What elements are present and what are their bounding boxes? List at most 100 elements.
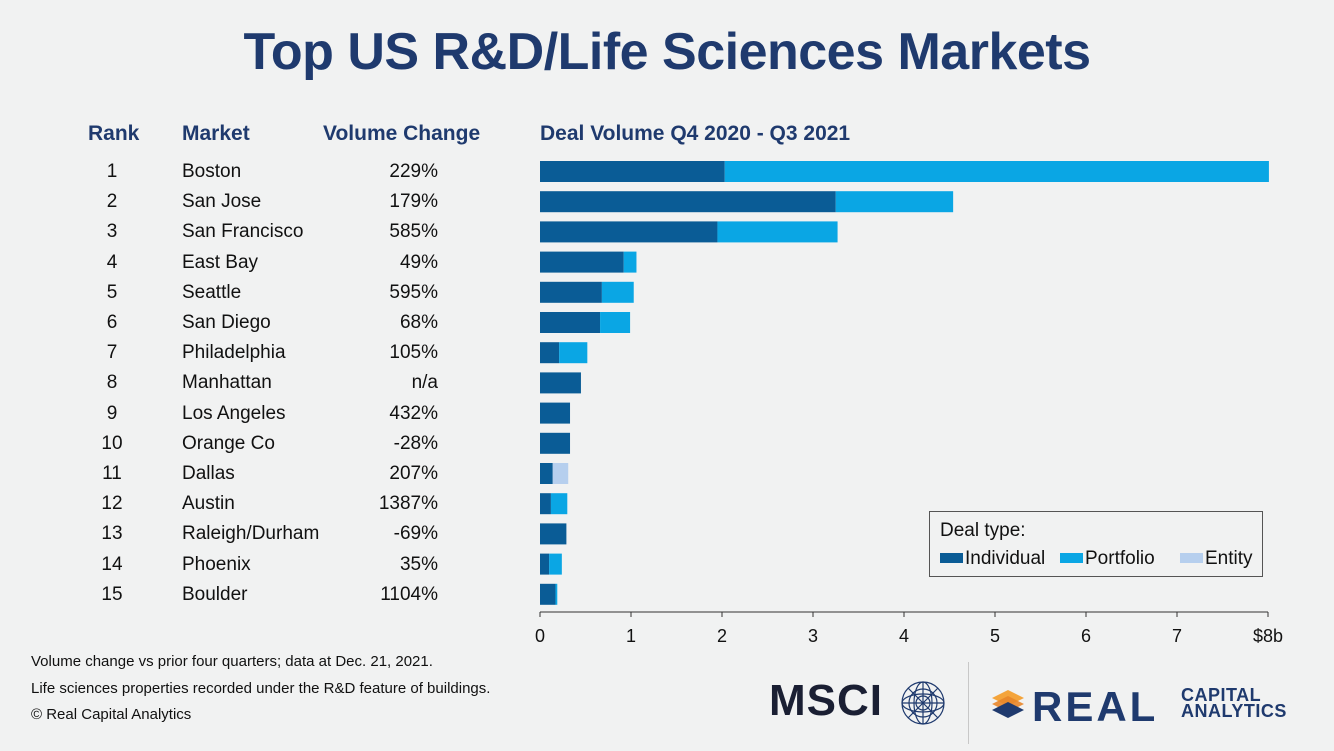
market-header: Market bbox=[182, 122, 250, 145]
bar-individual-san-francisco bbox=[540, 221, 718, 243]
bar-individual-san-jose bbox=[540, 191, 836, 213]
row-market: Dallas bbox=[182, 463, 235, 484]
msci-logo-text: MSCI bbox=[769, 676, 883, 725]
x-tick-label: 1 bbox=[626, 626, 636, 646]
row-rank: 12 bbox=[101, 493, 123, 515]
row-change: -28% bbox=[393, 432, 438, 454]
msci-globe-icon bbox=[901, 681, 945, 725]
row-market: Manhattan bbox=[182, 372, 272, 394]
legend-title: Deal type: bbox=[940, 520, 1026, 541]
x-tick-label: $8b bbox=[1253, 626, 1283, 646]
bar-individual-raleigh-durham bbox=[540, 523, 567, 545]
row-change: 207% bbox=[389, 463, 438, 484]
footnote-1: Volume change vs prior four quarters; da… bbox=[31, 653, 433, 670]
legend-swatch-individual bbox=[940, 552, 963, 563]
row-market: Phoenix bbox=[182, 553, 251, 575]
legend: Deal type: Individual Portfolio Entity bbox=[929, 511, 1263, 577]
legend-item-entity: Entity bbox=[1180, 548, 1253, 570]
row-rank: 1 bbox=[106, 161, 118, 182]
row-market: Boston bbox=[182, 161, 242, 182]
bar-portfolio-boulder bbox=[555, 583, 558, 605]
row-change: 595% bbox=[389, 281, 438, 303]
bar-individual-boston bbox=[540, 161, 725, 182]
bar-entity-dallas bbox=[552, 463, 569, 484]
bar-individual-east-bay bbox=[540, 251, 624, 273]
bar-individual-boulder bbox=[540, 583, 556, 605]
row-market: Seattle bbox=[182, 281, 242, 303]
rca-logo-subtext: CAPITAL ANALYTICS bbox=[1181, 685, 1287, 721]
row-rank: 15 bbox=[101, 583, 123, 605]
bar-portfolio-austin bbox=[550, 493, 568, 515]
row-rank: 9 bbox=[106, 402, 118, 424]
row-market: Philadelphia bbox=[182, 342, 286, 364]
row-rank: 8 bbox=[106, 372, 118, 394]
row-market: San Diego bbox=[182, 312, 271, 333]
row-change: 585% bbox=[389, 221, 438, 243]
row-market: Boulder bbox=[182, 583, 248, 605]
row-rank: 4 bbox=[106, 251, 118, 273]
bar-individual-dallas bbox=[540, 463, 553, 484]
bar-individual-orange-co bbox=[540, 432, 571, 454]
rca-logo-line1: CAPITAL bbox=[1181, 685, 1262, 705]
rank-header: Rank bbox=[88, 122, 140, 145]
x-tick-label: 6 bbox=[1081, 626, 1091, 646]
x-tick-label: 3 bbox=[808, 626, 818, 646]
bar-portfolio-philadelphia bbox=[559, 342, 588, 364]
row-change: 105% bbox=[389, 342, 438, 364]
legend-label-entity: Entity bbox=[1205, 548, 1253, 569]
bar-portfolio-east-bay bbox=[623, 251, 637, 273]
footnote-3: © Real Capital Analytics bbox=[31, 706, 192, 723]
bar-individual-san-diego bbox=[540, 312, 601, 333]
row-change: 1387% bbox=[378, 493, 438, 515]
x-tick-label: 5 bbox=[990, 626, 1000, 646]
bar-individual-phoenix bbox=[540, 553, 550, 575]
bar-individual-seattle bbox=[540, 281, 602, 303]
row-change: n/a bbox=[411, 372, 438, 394]
rca-logo-text: REAL bbox=[1032, 683, 1159, 730]
row-market: East Bay bbox=[182, 251, 259, 273]
chart-title: Deal Volume Q4 2020 - Q3 2021 bbox=[540, 122, 851, 145]
row-rank: 5 bbox=[106, 281, 118, 303]
row-rank: 11 bbox=[102, 463, 122, 484]
x-tick-label: 0 bbox=[535, 626, 545, 646]
row-rank: 14 bbox=[101, 553, 123, 575]
row-rank: 7 bbox=[106, 342, 118, 364]
page-title: Top US R&D/Life Sciences Markets bbox=[243, 23, 1091, 81]
rca-logo-icon bbox=[992, 690, 1024, 718]
bar-portfolio-san-jose bbox=[835, 191, 954, 213]
bar-portfolio-boston bbox=[724, 161, 1269, 182]
bar-portfolio-phoenix bbox=[549, 553, 562, 575]
legend-swatch-portfolio bbox=[1060, 552, 1083, 563]
row-change: 68% bbox=[399, 312, 438, 333]
row-rank: 3 bbox=[106, 221, 118, 243]
row-market: Austin bbox=[182, 493, 235, 515]
bar-portfolio-seattle bbox=[601, 281, 634, 303]
legend-label-individual: Individual bbox=[965, 548, 1046, 569]
row-change: 179% bbox=[389, 191, 438, 213]
row-market: Los Angeles bbox=[182, 402, 286, 424]
row-market: Orange Co bbox=[182, 432, 275, 454]
row-market: Raleigh/Durham bbox=[182, 523, 320, 545]
row-market: San Francisco bbox=[182, 221, 304, 243]
row-rank: 2 bbox=[106, 191, 118, 213]
bar-portfolio-san-francisco bbox=[717, 221, 838, 243]
x-tick-label: 7 bbox=[1172, 626, 1182, 646]
row-change: 432% bbox=[389, 402, 438, 424]
logo-divider bbox=[968, 662, 969, 744]
row-rank: 10 bbox=[101, 432, 123, 454]
bar-portfolio-san-diego bbox=[600, 312, 631, 333]
volume-change-header: Volume Change bbox=[323, 122, 481, 145]
row-rank: 13 bbox=[101, 523, 123, 545]
rca-logo-line2: ANALYTICS bbox=[1181, 701, 1287, 721]
row-change: 1104% bbox=[380, 583, 438, 605]
legend-item-portfolio: Portfolio bbox=[1060, 548, 1155, 570]
bar-individual-austin bbox=[540, 493, 551, 515]
row-change: 229% bbox=[389, 161, 438, 182]
row-change: 49% bbox=[399, 251, 438, 273]
legend-label-portfolio: Portfolio bbox=[1085, 548, 1155, 569]
bar-individual-los-angeles bbox=[540, 402, 571, 424]
row-change: 35% bbox=[399, 553, 438, 575]
x-tick-label: 4 bbox=[899, 626, 909, 646]
legend-swatch-entity bbox=[1180, 552, 1203, 563]
